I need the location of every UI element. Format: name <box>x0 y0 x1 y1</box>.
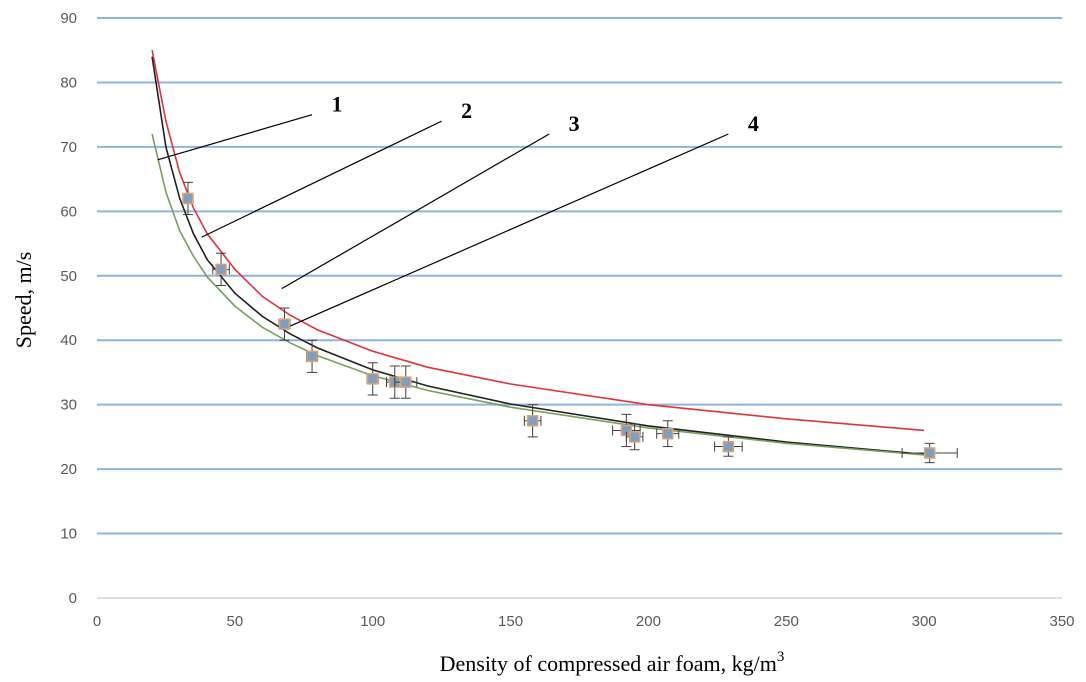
y-tick-label-70: 70 <box>60 139 77 156</box>
curve-1 <box>151 50 925 432</box>
x-tick-label-200: 200 <box>636 613 661 630</box>
point-marker <box>306 350 318 363</box>
y-tick-label-20: 20 <box>60 461 77 478</box>
point-marker <box>526 415 539 427</box>
callout-label-2: 2 <box>461 98 472 123</box>
x-tick-label-250: 250 <box>774 613 799 630</box>
y-tick-label-80: 80 <box>60 74 77 91</box>
data-point-5 <box>366 362 379 396</box>
x-tick-label-300: 300 <box>912 613 937 630</box>
point-marker <box>278 318 291 330</box>
data-point-1 <box>182 181 194 216</box>
data-point-3 <box>278 307 291 341</box>
data-point-7 <box>394 365 418 399</box>
point-marker <box>400 376 412 388</box>
curve-3 <box>151 133 925 456</box>
y-tick-label-10: 10 <box>60 526 77 543</box>
callout-label-3: 3 <box>569 111 580 136</box>
fitted-curves <box>151 50 925 456</box>
point-marker <box>722 440 735 453</box>
callout-line-2 <box>201 120 442 238</box>
y-tick-label-0: 0 <box>69 590 77 607</box>
y-tick-label-30: 30 <box>60 397 77 414</box>
data-point-2 <box>212 252 230 286</box>
point-marker <box>366 373 379 385</box>
y-tick-label-90: 90 <box>60 10 77 27</box>
callout-line-1 <box>157 114 313 161</box>
y-tick-label-50: 50 <box>60 268 77 285</box>
tick-labels: 0 10 20 30 40 50 60 70 80 90 0 50 100 150 200 250 300 350 <box>60 10 1074 630</box>
callout-label-1: 1 <box>332 92 343 117</box>
x-axis-title-superscript: 3 <box>777 649 785 665</box>
data-point-11 <box>656 420 680 448</box>
gridlines <box>97 17 1062 535</box>
x-tick-label-0: 0 <box>93 613 101 630</box>
point-marker <box>182 192 194 205</box>
x-tick-label-350: 350 <box>1049 613 1074 630</box>
x-tick-label-100: 100 <box>360 613 385 630</box>
callout-label-4: 4 <box>748 111 759 136</box>
data-point-8 <box>523 404 542 438</box>
data-point-12 <box>714 436 743 457</box>
callout-line-4 <box>287 133 729 328</box>
y-axis-title: Speed, m/s <box>11 252 36 349</box>
curve-2 <box>151 56 925 456</box>
x-tick-label-150: 150 <box>498 613 523 630</box>
x-axis-title-text: Density of compressed air foam, kg/m <box>440 651 777 676</box>
point-marker <box>628 431 641 443</box>
point-marker <box>661 427 674 440</box>
y-tick-label-60: 60 <box>60 203 77 220</box>
data-points <box>182 181 958 464</box>
y-tick-label-40: 40 <box>60 332 77 349</box>
x-axis-title: Density of compressed air foam, kg/m3 <box>440 649 785 676</box>
callout-line-3 <box>281 133 550 290</box>
point-marker <box>215 263 227 276</box>
data-point-10 <box>625 423 644 451</box>
data-point-4 <box>306 339 319 373</box>
x-tick-label-50: 50 <box>227 613 244 630</box>
curve-callouts: 1 2 3 4 <box>157 92 759 328</box>
point-marker <box>923 447 936 459</box>
data-point-13 <box>901 442 958 464</box>
